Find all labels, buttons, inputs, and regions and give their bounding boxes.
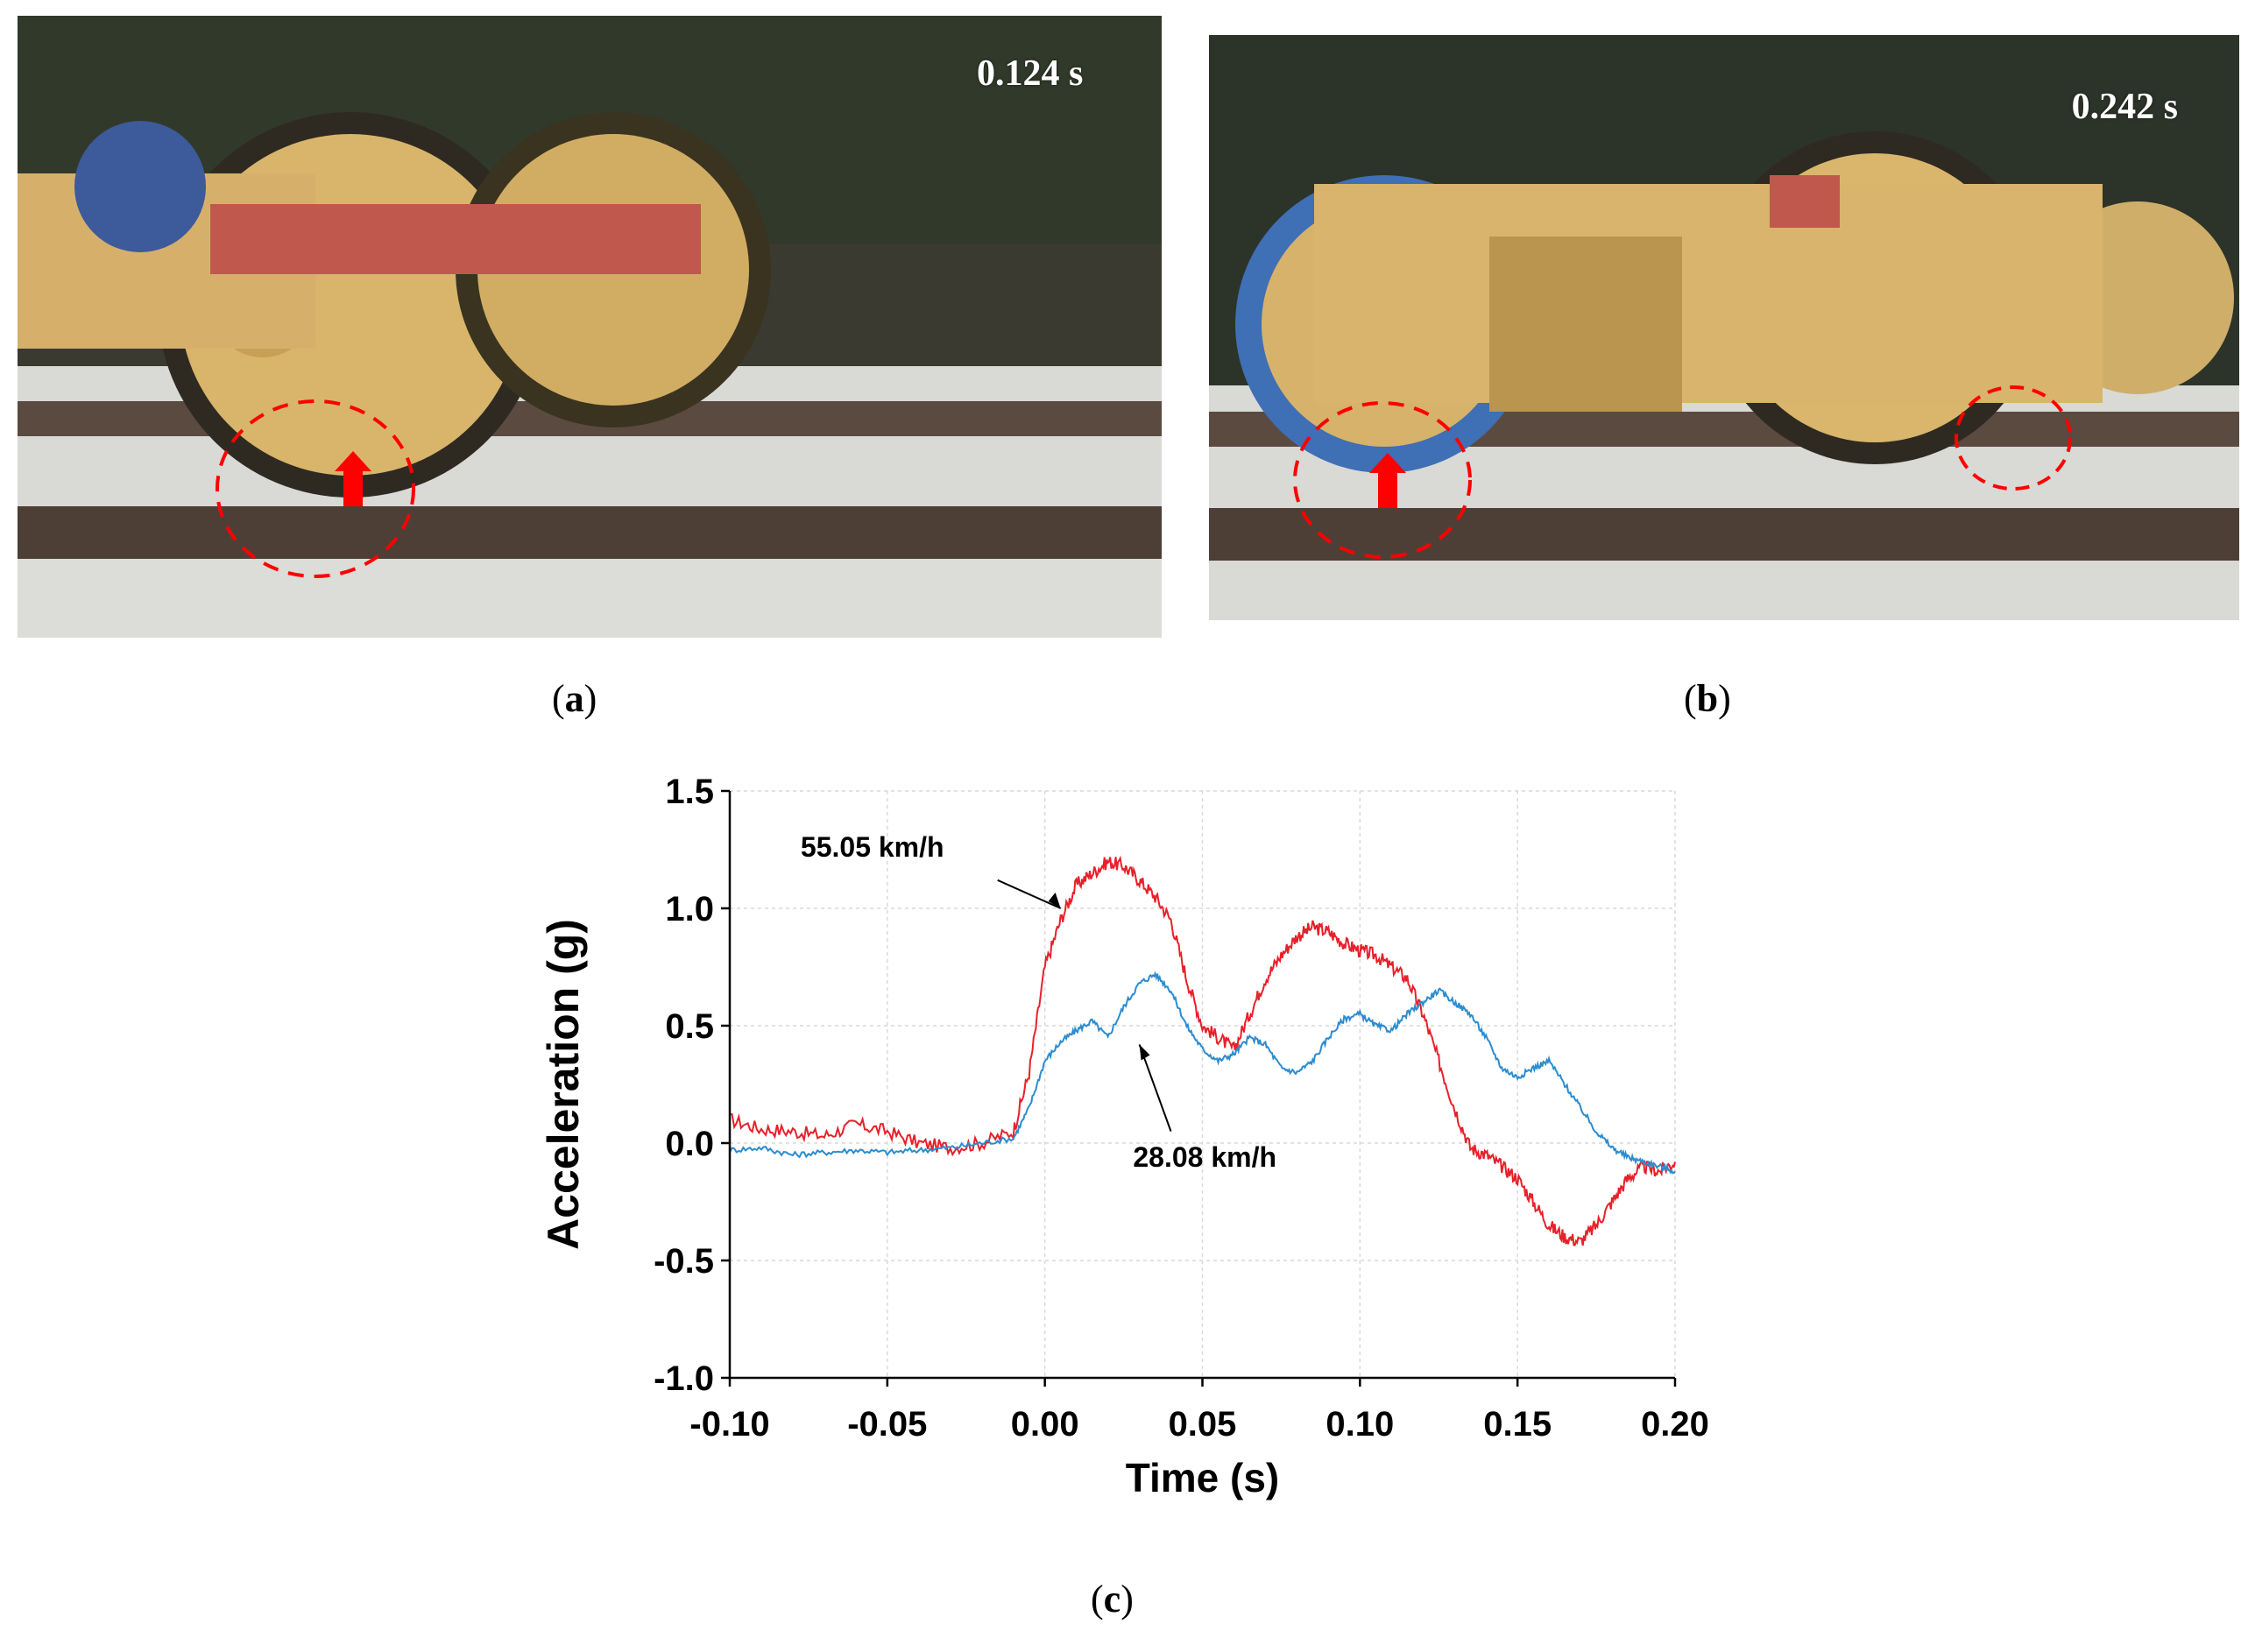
y-tick-label: -0.5 [654,1242,714,1281]
chart-series [729,855,1676,1246]
x-axis-title: Time (s) [1126,1455,1280,1500]
photo-panel-b: 0.242 s [1209,35,2239,620]
annotation-28-label: 28.08 km/h [1133,1141,1276,1173]
acceleration-chart: 1.5 1.0 0.5 0.0 -0.5 -1.0 -0.10 -0.05 0.00 0.05 0.… [526,753,1752,1542]
series-line-blue [729,971,1676,1175]
y-tick-label: -1.0 [654,1359,714,1398]
panel-label-a: (a) [552,677,597,720]
annotation-55-label: 55.05 km/h [801,831,944,863]
timestamp-a: 0.124 s [977,53,1084,94]
panel-label-b: (b) [1684,677,1731,720]
photo-panel-a: 0.124 s [18,16,1162,638]
bogie-photo-a [18,16,1162,638]
annotation-55-arrow [997,879,1062,909]
y-tick-label: 1.5 [665,773,714,811]
x-tick-label: -0.05 [847,1405,927,1444]
chart-svg: 1.5 1.0 0.5 0.0 -0.5 -1.0 -0.10 -0.05 0.00 0.05 0.… [539,773,1709,1500]
timestamp-b: 0.242 s [2071,87,2178,127]
x-tick-label: 0.15 [1483,1405,1552,1444]
chart-annotations: 55.05 km/h 28.08 km/h [801,831,1276,1173]
x-tick-label: 0.00 [1011,1405,1079,1444]
series-line-red [729,855,1676,1246]
panel-label-c: (c) [1091,1578,1134,1620]
x-tick-label: 0.20 [1641,1405,1709,1444]
x-tick-label: -0.10 [689,1405,769,1444]
annotation-55-arrowhead [1048,893,1061,908]
annotation-28-arrowhead [1139,1044,1150,1061]
chart-grid [729,790,1676,1379]
highlight-circle-right [1955,385,2072,491]
x-tick-label: 0.05 [1169,1405,1237,1444]
x-tick-label: 0.10 [1325,1405,1394,1444]
highlight-circle [216,399,415,578]
annotation-28-arrow [1138,1044,1172,1132]
chart-axes: 1.5 1.0 0.5 0.0 -0.5 -1.0 -0.10 -0.05 0.00 0.05 0.… [539,773,1709,1500]
y-tick-label: 0.5 [665,1007,714,1046]
y-tick-label: 1.0 [665,890,714,928]
highlight-circle-left [1293,401,1472,559]
bogie-photo-b [1209,35,2239,620]
y-axis-title: Acceleration (g) [539,919,588,1250]
y-tick-label: 0.0 [665,1125,714,1163]
